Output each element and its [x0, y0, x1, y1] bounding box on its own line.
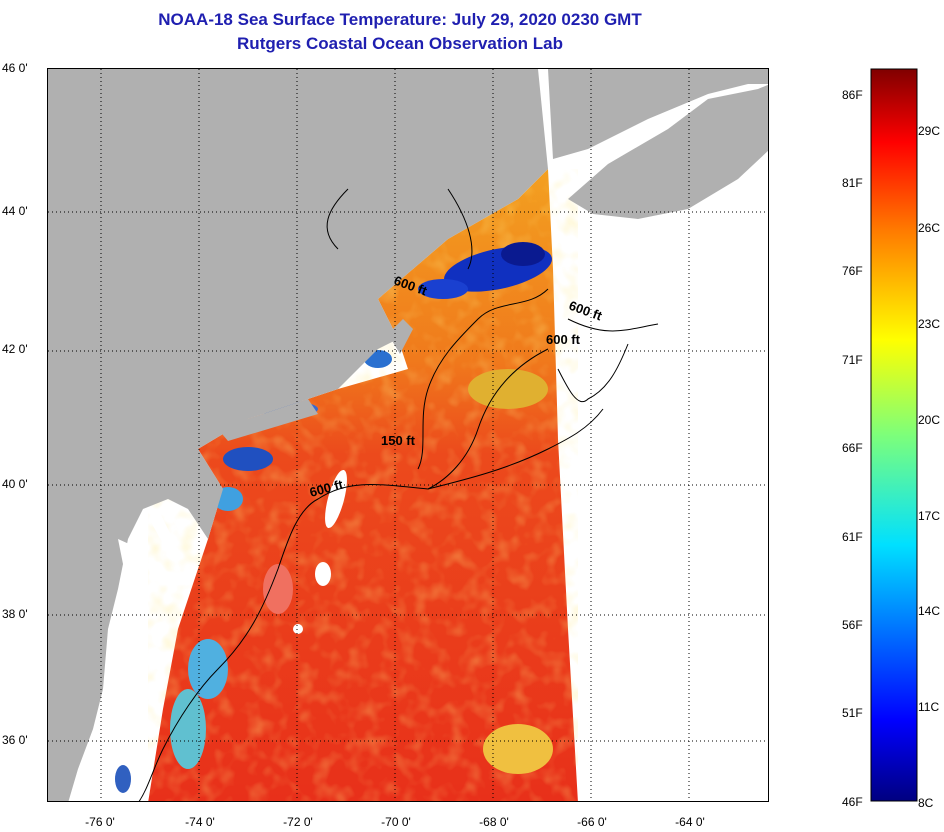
lon-label-74: -74 0' — [185, 815, 215, 829]
colorbar-f-76: 76F — [842, 264, 863, 278]
colorbar-f-51: 51F — [842, 706, 863, 720]
colorbar-c-17: 17C — [918, 509, 941, 523]
colorbar-f-86: 86F — [842, 88, 863, 102]
colorbar-f-61: 61F — [842, 530, 863, 544]
colorbar-f-46: 46F — [842, 795, 863, 809]
lon-label-66: -66 0' — [577, 815, 607, 829]
colorbar-c-29: 29C — [918, 124, 941, 138]
colorbar-f-81: 81F — [842, 176, 863, 190]
lat-label-42: 42 0' — [2, 342, 28, 356]
land-nova-scotia — [568, 84, 768, 219]
map-title: NOAA-18 Sea Surface Temperature: July 29… — [158, 10, 642, 29]
colorbar-c-20: 20C — [918, 413, 941, 427]
lat-label-38: 38 0' — [2, 607, 28, 621]
lat-label-44: 44 0' — [2, 204, 28, 218]
colorbar-c-14: 14C — [918, 604, 941, 618]
lon-label-76: -76 0' — [85, 815, 115, 829]
map-subtitle: Rutgers Coastal Ocean Observation Lab — [237, 34, 563, 53]
lat-label-40: 40 0' — [2, 477, 28, 491]
land-us — [48, 69, 548, 801]
lat-label-36: 36 0' — [2, 733, 28, 747]
lat-label-46: 46 0' — [2, 61, 28, 75]
contour-label-150: 150 ft — [381, 433, 416, 448]
colorbar-f-71: 71F — [842, 353, 863, 367]
sst-map-canvas: 600 ft 600 ft 600 ft 150 ft 600 ft — [48, 69, 768, 801]
colorbar-f-66: 66F — [842, 441, 863, 455]
contour-label-600-georges: 600 ft — [546, 332, 581, 347]
lon-label-68: -68 0' — [479, 815, 509, 829]
colorbar-c-23: 23C — [918, 317, 941, 331]
colorbar-c-11: 11C — [918, 700, 940, 714]
lon-label-70: -70 0' — [381, 815, 411, 829]
colorbar-f-56: 56F — [842, 618, 863, 632]
grid-lines — [48, 69, 768, 801]
temperature-colorbar — [870, 68, 918, 802]
colorbar-c-26: 26C — [918, 221, 941, 235]
lon-label-72: -72 0' — [283, 815, 313, 829]
sst-map: 600 ft 600 ft 600 ft 150 ft 600 ft — [47, 68, 769, 802]
bathymetry-contours — [138, 188, 659, 801]
colorbar-c-8: 8C — [918, 796, 934, 810]
lon-label-64: -64 0' — [675, 815, 705, 829]
